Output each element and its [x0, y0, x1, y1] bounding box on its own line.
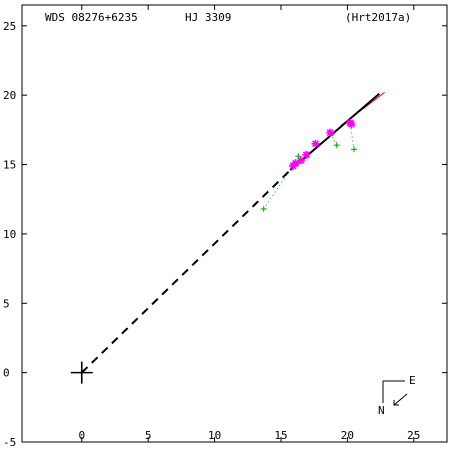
star-stroke	[312, 140, 319, 148]
x-tick-label: 15	[274, 429, 287, 442]
x-tick-label: 5	[145, 429, 152, 442]
x-tick-label: 10	[208, 429, 221, 442]
residual-line	[263, 165, 294, 210]
y-tick-label: -5	[3, 436, 16, 449]
residual-lines	[263, 122, 355, 210]
residual-line	[349, 122, 355, 150]
measurement-plus-point	[260, 205, 267, 212]
x-tick-label: 25	[407, 429, 420, 442]
wds-id-label: WDS 08276+6235	[45, 11, 138, 24]
measurement-star-point	[296, 156, 305, 165]
y-tick-label: 25	[3, 20, 16, 33]
measurement-plus-point	[333, 142, 340, 149]
star-stroke	[326, 129, 334, 137]
measurement-star-point	[326, 128, 335, 137]
reference-label: (Hrt2017a)	[345, 11, 411, 24]
x-tick-label: 20	[341, 429, 354, 442]
compass: E N	[378, 374, 416, 417]
motion-arrow-head-icon	[393, 400, 399, 406]
y-tick-label: 15	[3, 159, 16, 172]
measurement-star-point	[302, 150, 311, 159]
y-axis-ticks: -5 0 5 10 15 20 25	[3, 20, 447, 449]
star-stroke	[302, 151, 310, 159]
measurement-points	[260, 118, 358, 212]
x-axis-ticks: 0 5 10 15 20 25	[78, 5, 420, 442]
star-name-label: HJ 3309	[185, 11, 231, 24]
star-stroke	[292, 159, 300, 167]
orbit-track	[81, 92, 385, 374]
star-stroke	[347, 120, 355, 128]
plot-frame	[21, 4, 448, 443]
measurement-star-point	[311, 139, 320, 148]
y-tick-label: 20	[3, 89, 16, 102]
measurement-star-point	[291, 159, 300, 168]
motion-arrow-icon	[393, 393, 408, 406]
star-stroke	[297, 156, 305, 164]
compass-north-label: N	[378, 404, 385, 417]
y-tick-label: 5	[3, 297, 10, 310]
x-tick-label: 0	[78, 429, 85, 442]
measurement-star-point	[347, 120, 356, 129]
orbit-dashed-line	[81, 169, 291, 374]
y-tick-label: 10	[3, 228, 16, 241]
compass-east-label: E	[409, 374, 416, 387]
measurement-plus-point	[351, 146, 358, 153]
measurement-plus-point	[295, 153, 302, 160]
primary-star-marker	[70, 361, 93, 384]
y-tick-label: 0	[3, 367, 10, 380]
orbit-solid-line	[289, 93, 380, 171]
